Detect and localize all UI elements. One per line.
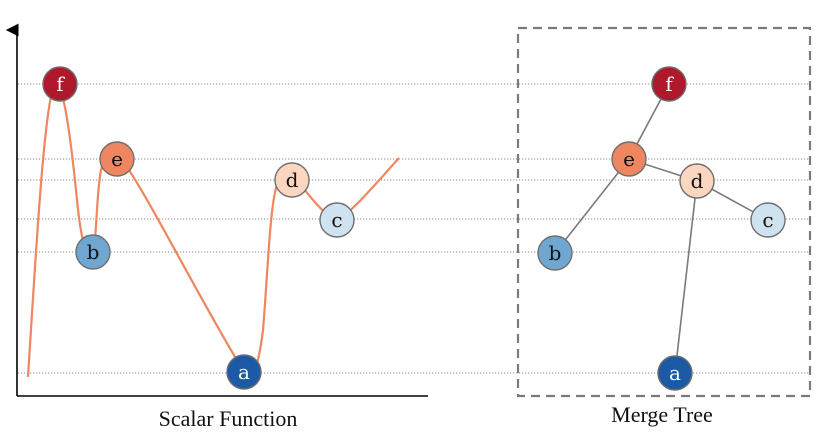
function-node-c: c xyxy=(319,202,355,238)
svg-text:b: b xyxy=(87,240,100,264)
svg-text:d: d xyxy=(286,168,299,192)
svg-text:b: b xyxy=(549,241,562,265)
merge-tree-edges xyxy=(554,83,769,374)
function-node-a: a xyxy=(226,354,262,390)
tree-node-a: a xyxy=(657,355,693,391)
tree-node-c: c xyxy=(750,202,786,238)
svg-text:e: e xyxy=(623,147,635,171)
scalar-function-caption: Scalar Function xyxy=(159,406,298,431)
svg-text:c: c xyxy=(331,208,342,232)
tree-node-e: e xyxy=(611,141,647,177)
tree-node-f: f xyxy=(651,66,687,102)
merge-tree-nodes: f e d c b a xyxy=(537,66,786,391)
tree-node-d: d xyxy=(679,163,715,199)
function-nodes: f e b a d c xyxy=(42,66,355,390)
function-node-f: f xyxy=(42,66,78,102)
function-node-b: b xyxy=(75,234,111,270)
svg-text:c: c xyxy=(762,208,773,232)
tree-node-b: b xyxy=(537,235,573,271)
svg-text:a: a xyxy=(669,361,681,385)
svg-text:a: a xyxy=(238,360,250,384)
function-axes xyxy=(5,23,428,397)
svg-text:d: d xyxy=(691,169,704,193)
tree-edge-d-a xyxy=(674,180,698,374)
svg-text:f: f xyxy=(56,72,65,96)
svg-text:e: e xyxy=(111,147,123,171)
svg-text:f: f xyxy=(665,72,674,96)
function-node-e: e xyxy=(99,141,135,177)
tree-edge-e-b xyxy=(554,158,630,254)
function-node-d: d xyxy=(274,162,310,198)
merge-tree-caption: Merge Tree xyxy=(611,402,713,427)
